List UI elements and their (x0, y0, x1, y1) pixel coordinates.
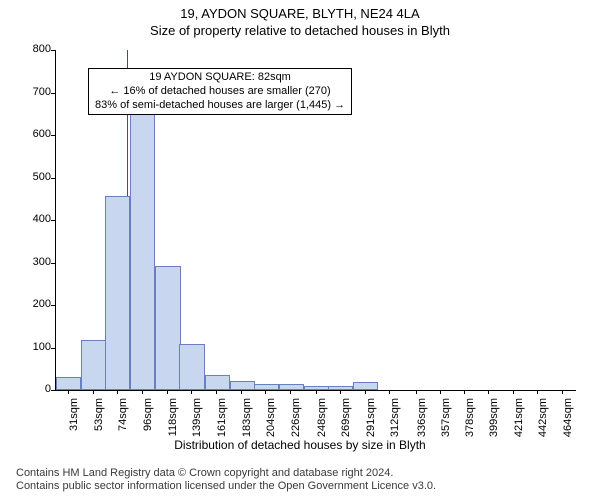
footer-line1: Contains HM Land Registry data © Crown c… (16, 467, 436, 481)
y-tick-label: 300 (18, 256, 51, 268)
x-tick-mark (464, 390, 465, 394)
x-tick-label: 248sqm (316, 398, 328, 448)
x-tick-mark (191, 390, 192, 394)
x-tick-mark (316, 390, 317, 394)
y-tick-label: 200 (18, 298, 51, 310)
x-tick-mark (537, 390, 538, 394)
y-tick-label: 800 (18, 43, 51, 55)
x-tick-label: 378sqm (464, 398, 476, 448)
x-tick-mark (241, 390, 242, 394)
x-tick-label: 291sqm (365, 398, 377, 448)
x-tick-mark (93, 390, 94, 394)
histogram-bar (328, 386, 353, 390)
x-tick-label: 464sqm (562, 398, 574, 448)
x-tick-mark (290, 390, 291, 394)
footer: Contains HM Land Registry data © Crown c… (16, 467, 436, 495)
x-tick-label: 399sqm (488, 398, 500, 448)
y-tick-mark (51, 50, 55, 51)
x-tick-mark (440, 390, 441, 394)
x-tick-mark (216, 390, 217, 394)
y-tick-label: 500 (18, 171, 51, 183)
chart: Number of detached properties 19 AYDON S… (0, 38, 600, 438)
x-tick-label: 74sqm (117, 398, 129, 448)
x-tick-label: 118sqm (167, 398, 179, 448)
y-tick-label: 700 (18, 86, 51, 98)
x-tick-label: 161sqm (216, 398, 228, 448)
y-tick-mark (51, 263, 55, 264)
x-tick-mark (513, 390, 514, 394)
histogram-bar (179, 344, 204, 390)
annotation-line3: 83% of semi-detached houses are larger (… (95, 99, 345, 113)
x-tick-label: 31sqm (68, 398, 80, 448)
x-tick-mark (340, 390, 341, 394)
y-tick-label: 400 (18, 213, 51, 225)
y-tick-mark (51, 305, 55, 306)
x-tick-label: 312sqm (389, 398, 401, 448)
y-tick-mark (51, 390, 55, 391)
y-tick-mark (51, 135, 55, 136)
x-tick-mark (365, 390, 366, 394)
y-tick-label: 100 (18, 341, 51, 353)
histogram-bar (304, 386, 329, 390)
x-tick-label: 204sqm (265, 398, 277, 448)
histogram-bar (105, 196, 130, 390)
x-tick-label: 226sqm (290, 398, 302, 448)
annotation-line2: ← 16% of detached houses are smaller (27… (95, 85, 345, 99)
x-tick-mark (117, 390, 118, 394)
x-tick-mark (416, 390, 417, 394)
x-tick-mark (562, 390, 563, 394)
y-tick-mark (51, 93, 55, 94)
x-tick-mark (488, 390, 489, 394)
histogram-bar (81, 340, 106, 390)
histogram-bar (130, 93, 155, 391)
histogram-bar (155, 266, 180, 390)
x-tick-label: 357sqm (440, 398, 452, 448)
y-tick-label: 0 (18, 383, 51, 395)
y-tick-label: 600 (18, 128, 51, 140)
x-tick-mark (389, 390, 390, 394)
annotation-line1: 19 AYDON SQUARE: 82sqm (95, 71, 345, 85)
x-tick-label: 53sqm (93, 398, 105, 448)
x-tick-label: 269sqm (340, 398, 352, 448)
x-tick-label: 421sqm (513, 398, 525, 448)
y-tick-mark (51, 178, 55, 179)
chart-title-sub: Size of property relative to detached ho… (0, 23, 600, 38)
x-tick-label: 442sqm (537, 398, 549, 448)
x-tick-label: 96sqm (142, 398, 154, 448)
x-tick-label: 336sqm (416, 398, 428, 448)
x-tick-mark (167, 390, 168, 394)
x-tick-mark (142, 390, 143, 394)
y-tick-mark (51, 348, 55, 349)
histogram-bar (205, 375, 230, 390)
footer-line2: Contains public sector information licen… (16, 480, 436, 494)
y-tick-mark (51, 220, 55, 221)
x-tick-mark (68, 390, 69, 394)
histogram-bar (56, 377, 81, 390)
chart-title-main: 19, AYDON SQUARE, BLYTH, NE24 4LA (0, 6, 600, 21)
histogram-bar (230, 381, 255, 390)
histogram-bar (353, 382, 378, 391)
x-tick-label: 183sqm (241, 398, 253, 448)
annotation-box: 19 AYDON SQUARE: 82sqm ← 16% of detached… (88, 68, 352, 115)
x-tick-mark (265, 390, 266, 394)
x-tick-label: 139sqm (191, 398, 203, 448)
